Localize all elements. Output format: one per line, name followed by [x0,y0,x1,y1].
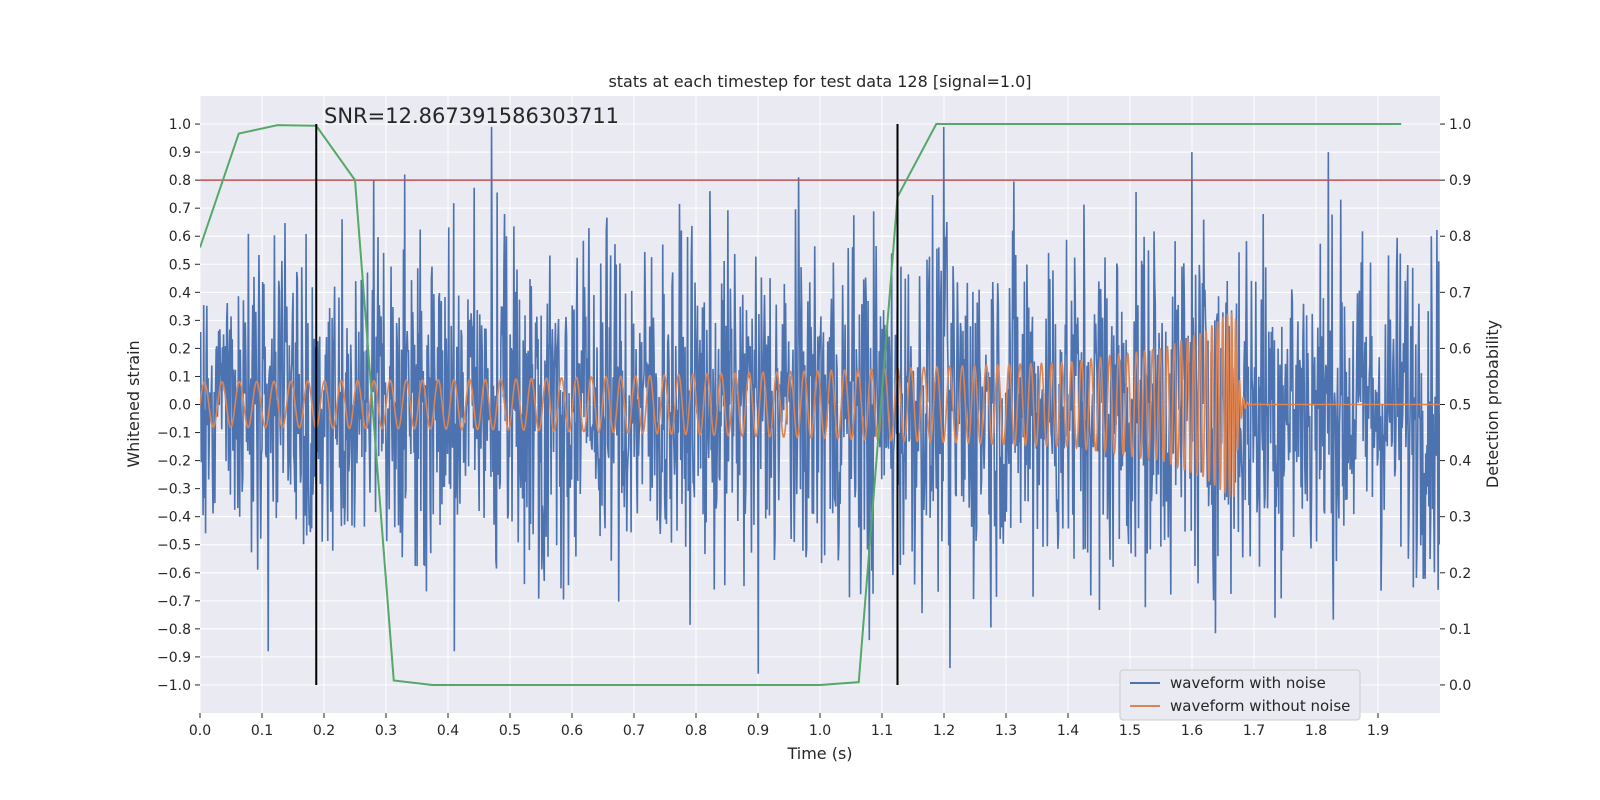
y-axis-label: Whitened strain [124,340,143,467]
snr-annotation: SNR=12.867391586303711 [324,104,619,128]
y-tick-label: 1.0 [169,117,191,133]
x-tick-label: 0.3 [375,723,397,739]
y-tick-label: 0.1 [169,369,191,385]
y2-axis-label: Detection probability [1483,320,1502,488]
y-tick-label: −1.0 [157,678,191,694]
y2-tick-label: 0.6 [1449,341,1471,357]
y-tick-label: 0.6 [169,229,191,245]
y2-tick-label: 1.0 [1449,117,1471,133]
series-detection-probability [200,123,1402,686]
x-tick-label: 1.2 [933,723,955,739]
y2-tick-label: 0.3 [1449,510,1471,526]
y-tick-label: −0.3 [157,482,191,498]
y-tick-label: −0.2 [157,454,191,470]
y-tick-label: −0.4 [157,510,191,526]
x-tick-label: 1.5 [1119,723,1141,739]
x-tick-label: 0.9 [747,723,769,739]
y-tick-label: −0.6 [157,566,191,582]
x-tick-label: 1.0 [809,723,831,739]
y-tick-label: 0.7 [169,201,191,217]
x-tick-label: 1.9 [1367,723,1389,739]
x-tick-label: 0.7 [623,723,645,739]
detection-probability-line [200,123,1402,686]
legend-label-noise: waveform with noise [1170,674,1326,692]
x-tick-label: 0.2 [313,723,335,739]
series-waveform-without-noise [200,312,1440,497]
x-tick-label: 1.8 [1305,723,1327,739]
y-tick-label: 0.3 [169,313,191,329]
y-tick-label: 0.9 [169,145,191,161]
x-tick-label: 0.1 [251,723,273,739]
y-axis-ticks: 1.0 0.9 0.8 0.7 0.6 0.5 0.4 0.3 0.2 0.1 0.0 −0.1 −0.… [157,117,200,694]
y2-tick-label: 0.0 [1449,678,1471,694]
y-tick-label: 0.0 [169,398,191,414]
legend-label-clean: waveform without noise [1170,697,1350,715]
y2-tick-label: 0.1 [1449,622,1471,638]
x-tick-label: 0.6 [561,723,583,739]
legend: waveform with noise waveform without noi… [1119,669,1361,721]
chart-title: stats at each timestep for test data 128… [608,72,1031,91]
x-tick-label: 1.4 [1057,723,1079,739]
x-tick-label: 1.1 [871,723,893,739]
x-tick-label: 0.4 [437,723,459,739]
x-axis-ticks: 0.0 0.1 0.2 0.3 0.4 0.5 0.6 0.7 0.8 0.9 1.0 1.1 1.2 1… [189,713,1389,739]
y-tick-label: −0.7 [157,594,191,610]
legend-box [1119,669,1361,721]
y-tick-label: −0.5 [157,538,191,554]
x-axis-label: Time (s) [786,744,852,763]
y2-tick-label: 0.9 [1449,173,1471,189]
y-tick-label: −0.1 [157,426,191,442]
y2-axis-ticks: 1.0 0.9 0.8 0.7 0.6 0.5 0.4 0.3 0.2 0.1 0.0 [1440,117,1471,694]
x-tick-label: 0.0 [189,723,211,739]
y2-tick-label: 0.8 [1449,229,1471,245]
detection-window-lines [315,124,899,685]
y2-tick-label: 0.7 [1449,285,1471,301]
x-tick-label: 1.7 [1243,723,1265,739]
clean-waveform-line [200,312,1440,497]
y-tick-label: 0.8 [169,173,191,189]
x-tick-label: 0.5 [499,723,521,739]
y2-tick-label: 0.4 [1449,454,1471,470]
x-tick-label: 1.6 [1181,723,1203,739]
y-tick-label: 0.5 [169,257,191,273]
y-tick-label: 0.2 [169,341,191,357]
y-tick-label: −0.8 [157,622,191,638]
y2-tick-label: 0.5 [1449,398,1471,414]
y-tick-label: −0.9 [157,650,191,666]
x-tick-label: 0.8 [685,723,707,739]
y2-tick-label: 0.2 [1449,566,1471,582]
x-tick-label: 1.3 [995,723,1017,739]
y-tick-label: 0.4 [169,285,191,301]
